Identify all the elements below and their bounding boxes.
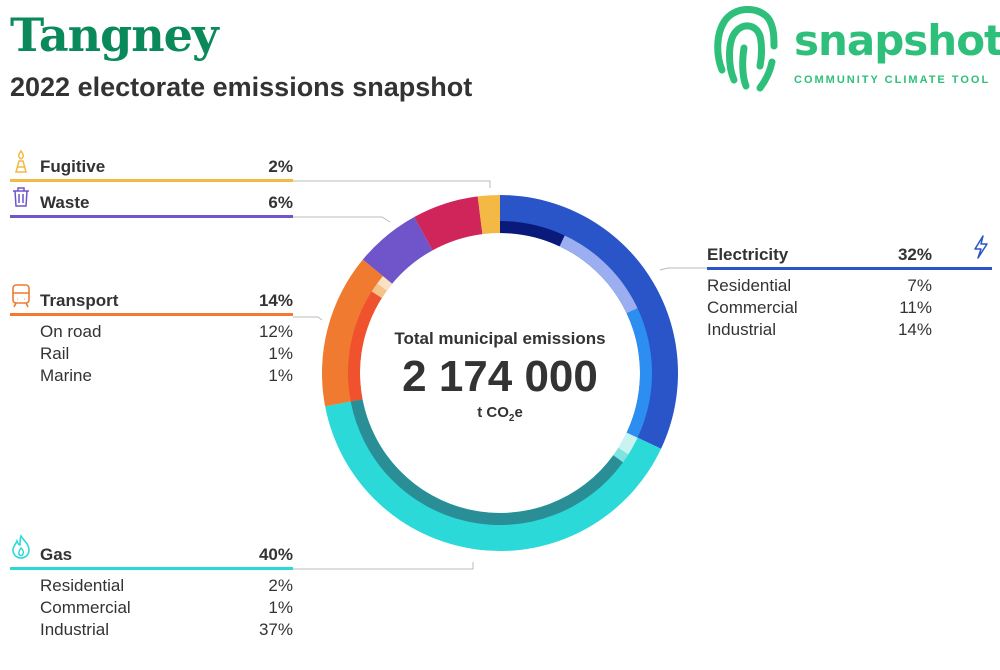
transport-leader bbox=[293, 316, 323, 321]
page-title: Tangney bbox=[10, 8, 219, 62]
snapshot-logo: snapshot COMMUNITY CLIMATE TOOL bbox=[712, 0, 1000, 100]
waste-category: Waste 6% bbox=[10, 187, 293, 220]
gas-sub-label: Industrial bbox=[40, 620, 109, 639]
electricity-sub-pct: 7% bbox=[907, 276, 932, 295]
electricity-sub-label: Industrial bbox=[707, 320, 776, 339]
fugitive-pct: 2% bbox=[268, 157, 293, 176]
leader-lines bbox=[293, 180, 707, 570]
bin-icon bbox=[13, 187, 29, 207]
slice-gas bbox=[325, 399, 662, 551]
sub-slice-transport-marine bbox=[377, 276, 393, 291]
fingerprint-icon bbox=[714, 6, 778, 92]
gas-underline bbox=[10, 567, 293, 570]
gas-sub-row: Commercial 1% bbox=[10, 598, 293, 620]
fugitive-underline bbox=[10, 179, 293, 182]
total-value: 2 174 000 bbox=[402, 352, 598, 401]
transport-sub-pct: 12% bbox=[258, 322, 293, 341]
flame-icon bbox=[12, 534, 30, 559]
inner-ring bbox=[348, 221, 652, 525]
fugitive-name: Fugitive bbox=[40, 157, 106, 176]
transport-sub-pct: 1% bbox=[268, 366, 293, 385]
sub-slice-electricity-residential bbox=[500, 221, 565, 247]
fugitive-category: Fugitive 2% bbox=[10, 149, 293, 184]
electricity-sub-label: Residential bbox=[707, 276, 792, 295]
transport-sub-row: Marine 1% bbox=[10, 366, 293, 388]
electricity-sub-label: Commercial bbox=[707, 298, 798, 317]
waste-leader bbox=[293, 216, 391, 223]
transport-underline bbox=[10, 313, 293, 316]
electricity-underline bbox=[707, 267, 992, 270]
sub-slice-electricity-commercial bbox=[559, 235, 638, 314]
fugitive-leader bbox=[293, 180, 491, 188]
gas-leader bbox=[293, 562, 474, 570]
electricity-leader bbox=[659, 267, 707, 271]
gas-sub-pct: 2% bbox=[268, 576, 293, 595]
logo-tagline: COMMUNITY CLIMATE TOOL bbox=[794, 74, 991, 86]
sub-slice-gas-commercial bbox=[613, 448, 629, 463]
gas-sub-pct: 1% bbox=[268, 598, 293, 617]
gas-sub-label: Commercial bbox=[40, 598, 131, 617]
gas-sub-row: Residential 2% bbox=[10, 576, 293, 598]
unit-suffix: e bbox=[514, 404, 523, 421]
waste-name: Waste bbox=[40, 193, 90, 212]
slice-waste bbox=[362, 217, 433, 284]
electricity-sub-row: Commercial 11% bbox=[677, 298, 962, 320]
gas-sub-row: Industrial 37% bbox=[10, 620, 293, 642]
gas-pct: 40% bbox=[258, 545, 293, 564]
sub-slice-gas-residential bbox=[618, 432, 638, 455]
electricity-name: Electricity bbox=[707, 245, 789, 264]
electricity-pct: 32% bbox=[897, 245, 932, 264]
unit-prefix: t CO bbox=[477, 404, 509, 421]
gas-name: Gas bbox=[40, 545, 73, 564]
waste-underline bbox=[10, 215, 293, 218]
transport-sub-pct: 1% bbox=[268, 344, 293, 363]
waste-pct: 6% bbox=[268, 193, 293, 212]
electricity-sub-row: Residential 7% bbox=[677, 276, 962, 298]
sub-slice-electricity-industrial bbox=[626, 308, 652, 438]
transport-category: Transport 14% On road 12% Rail 1% Marine… bbox=[10, 284, 293, 388]
transport-sub-row: On road 12% bbox=[10, 322, 293, 344]
electricity-sub-row: Industrial 14% bbox=[677, 320, 962, 342]
total-unit: t CO2e bbox=[410, 404, 590, 424]
electricity-category: Electricity 32% Residential 7% Commercia… bbox=[707, 235, 992, 342]
slice-fugitive bbox=[477, 195, 500, 235]
page-subtitle: 2022 electorate emissions snapshot bbox=[10, 72, 473, 102]
transport-sub-label: Marine bbox=[40, 366, 92, 385]
sub-slice-transport-rail bbox=[371, 283, 387, 298]
sub-slice-gas-industrial bbox=[350, 399, 623, 525]
train-icon bbox=[12, 284, 30, 308]
transport-pct: 14% bbox=[258, 291, 293, 310]
slice-electricity bbox=[500, 195, 678, 449]
sub-slice-transport-on-road bbox=[348, 291, 382, 402]
gas-sub-label: Residential bbox=[40, 576, 125, 595]
transport-name: Transport bbox=[40, 291, 119, 310]
lightning-icon bbox=[974, 235, 988, 259]
transport-sub-row: Rail 1% bbox=[10, 344, 293, 366]
gas-category: Gas 40% Residential 2% Commercial 1% Ind… bbox=[10, 534, 293, 642]
electricity-sub-pct: 11% bbox=[899, 298, 932, 317]
gas-flare-icon bbox=[15, 149, 27, 173]
transport-sub-label: Rail bbox=[40, 344, 70, 363]
unit-subscript: 2 bbox=[508, 413, 515, 424]
total-label: Total municipal emissions bbox=[394, 329, 606, 348]
gas-sub-pct: 37% bbox=[258, 620, 293, 639]
transport-sub-label: On road bbox=[40, 322, 102, 341]
electricity-sub-pct: 14% bbox=[897, 320, 932, 339]
logo-wordmark: snapshot bbox=[794, 16, 1000, 65]
slice-other bbox=[414, 196, 483, 251]
